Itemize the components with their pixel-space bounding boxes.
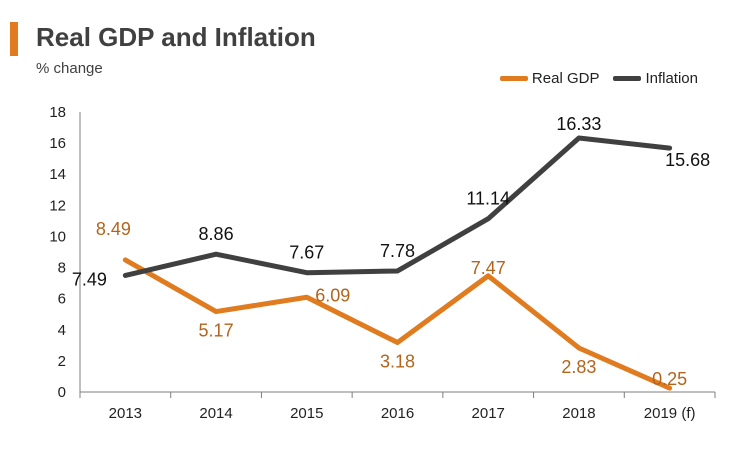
- legend-label-real-gdp: Real GDP: [531, 70, 600, 87]
- data-label-inflation-2018: 16.33: [556, 114, 601, 134]
- data-label-inflation-2019-f: 15.68: [665, 150, 710, 170]
- y-tick-label-2: 2: [58, 353, 66, 370]
- x-tick-label-2019-f: 2019 (f): [644, 405, 696, 422]
- x-tick-label-2014: 2014: [199, 405, 232, 422]
- data-label-inflation-2017: 11.14: [466, 189, 510, 209]
- x-tick-label-2015: 2015: [290, 405, 323, 422]
- data-label-real-gdp-2015: 6.09: [315, 285, 350, 305]
- data-label-real-gdp-2019-f: 0.25: [652, 369, 687, 389]
- data-label-real-gdp-2017: 7.47: [471, 258, 506, 278]
- legend-swatch-real-gdp: [499, 76, 528, 81]
- legend-item-inflation: Inflation: [613, 70, 698, 87]
- data-label-real-gdp-2016: 3.18: [380, 352, 415, 372]
- chart-subtitle: % change: [36, 60, 103, 77]
- y-tick-label-18: 18: [49, 104, 66, 121]
- title-accent-bar: [10, 22, 18, 56]
- series-line-inflation: [122, 135, 673, 278]
- legend-swatch-inflation: [613, 76, 642, 81]
- x-tick-label-2018: 2018: [562, 405, 595, 422]
- data-label-inflation-2013: 7.49: [72, 269, 107, 289]
- y-tick-label-0: 0: [58, 384, 66, 401]
- data-label-real-gdp-2014: 5.17: [199, 321, 234, 341]
- data-label-real-gdp-2018: 2.83: [561, 357, 596, 377]
- legend-label-inflation: Inflation: [645, 70, 698, 87]
- y-tick-label-8: 8: [58, 260, 66, 277]
- data-label-inflation-2016: 7.78: [380, 241, 415, 261]
- y-tick-label-16: 16: [49, 135, 66, 152]
- x-tick-label-2017: 2017: [472, 405, 505, 422]
- x-tick-label-2013: 2013: [109, 405, 142, 422]
- legend: Real GDP Inflation: [499, 70, 698, 87]
- y-tick-label-12: 12: [49, 197, 66, 214]
- chart-title: Real GDP and Inflation: [36, 22, 316, 52]
- y-tick-label-14: 14: [49, 166, 66, 183]
- data-label-real-gdp-2013: 8.49: [96, 219, 131, 239]
- y-tick-label-6: 6: [58, 291, 66, 308]
- y-tick-label-10: 10: [49, 228, 66, 245]
- y-tick-label-4: 4: [58, 322, 66, 339]
- legend-item-real-gdp: Real GDP: [499, 70, 600, 87]
- data-label-inflation-2014: 8.86: [199, 224, 234, 244]
- x-tick-label-2016: 2016: [381, 405, 414, 422]
- series-line-real-gdp: [122, 257, 673, 391]
- data-label-inflation-2015: 7.67: [289, 243, 324, 263]
